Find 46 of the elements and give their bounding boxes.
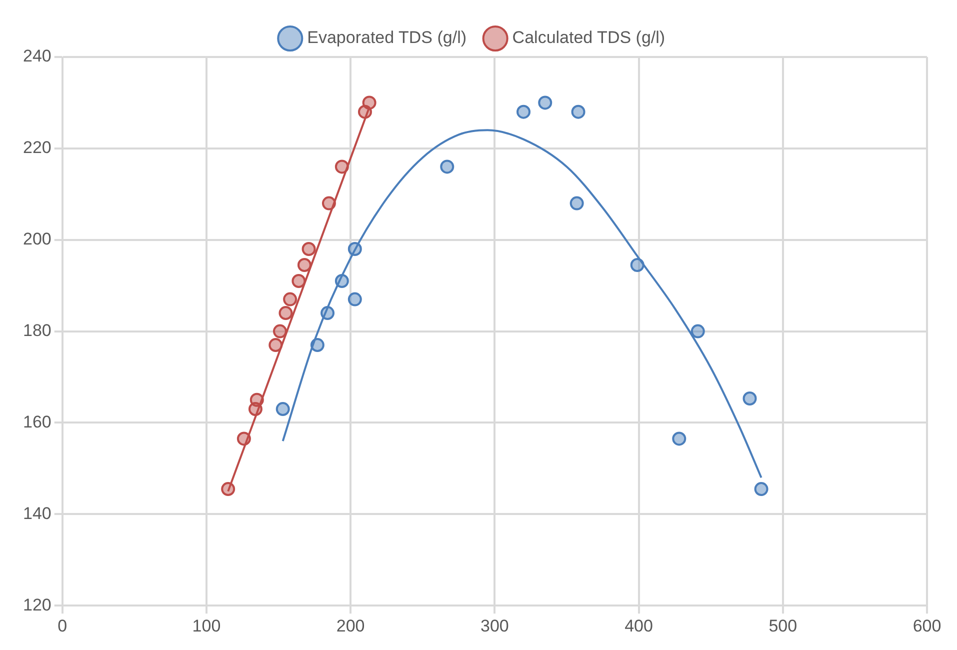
- legend-label: Evaporated TDS (g/l): [307, 28, 467, 48]
- point: [283, 292, 298, 306]
- x-tick-label: 500: [768, 616, 798, 636]
- point: [348, 292, 362, 306]
- point: [236, 432, 251, 446]
- y-tick-label: 180: [22, 320, 52, 340]
- point: [440, 160, 454, 174]
- point: [221, 482, 236, 496]
- point: [250, 392, 264, 407]
- x-tick-label: 300: [480, 616, 509, 636]
- point: [278, 306, 293, 320]
- point: [268, 338, 283, 352]
- point: [630, 258, 644, 272]
- point: [362, 96, 376, 110]
- point: [754, 482, 768, 496]
- y-tick-label: 240: [22, 46, 52, 66]
- y-tick-label: 200: [22, 230, 52, 249]
- x-tick-label: 100: [192, 616, 221, 636]
- point: [302, 242, 316, 256]
- point: [292, 274, 306, 288]
- y-tick-label: 140: [22, 504, 52, 523]
- point: [272, 324, 287, 338]
- point: [297, 258, 312, 272]
- point: [571, 104, 586, 119]
- legend-label: Calculated TDS (g/l): [512, 28, 666, 48]
- x-tick-label: 600: [912, 616, 942, 636]
- point: [334, 160, 349, 174]
- y-tick-label: 220: [22, 138, 52, 158]
- y-tick-label: 160: [22, 412, 52, 432]
- y-tick-label: 120: [22, 595, 52, 614]
- point: [334, 274, 349, 288]
- point: [538, 96, 552, 110]
- point: [320, 306, 335, 320]
- point: [276, 402, 290, 416]
- point: [742, 392, 757, 406]
- point: [322, 196, 336, 210]
- point: [672, 432, 686, 446]
- point: [570, 196, 584, 210]
- line-series: [282, 129, 762, 479]
- x-tick-label: 0: [58, 616, 68, 636]
- x-tick-label: 400: [624, 616, 653, 636]
- point: [690, 324, 705, 338]
- point: [516, 104, 531, 119]
- point: [310, 338, 324, 352]
- point: [348, 242, 362, 256]
- x-tick-label: 200: [336, 616, 365, 636]
